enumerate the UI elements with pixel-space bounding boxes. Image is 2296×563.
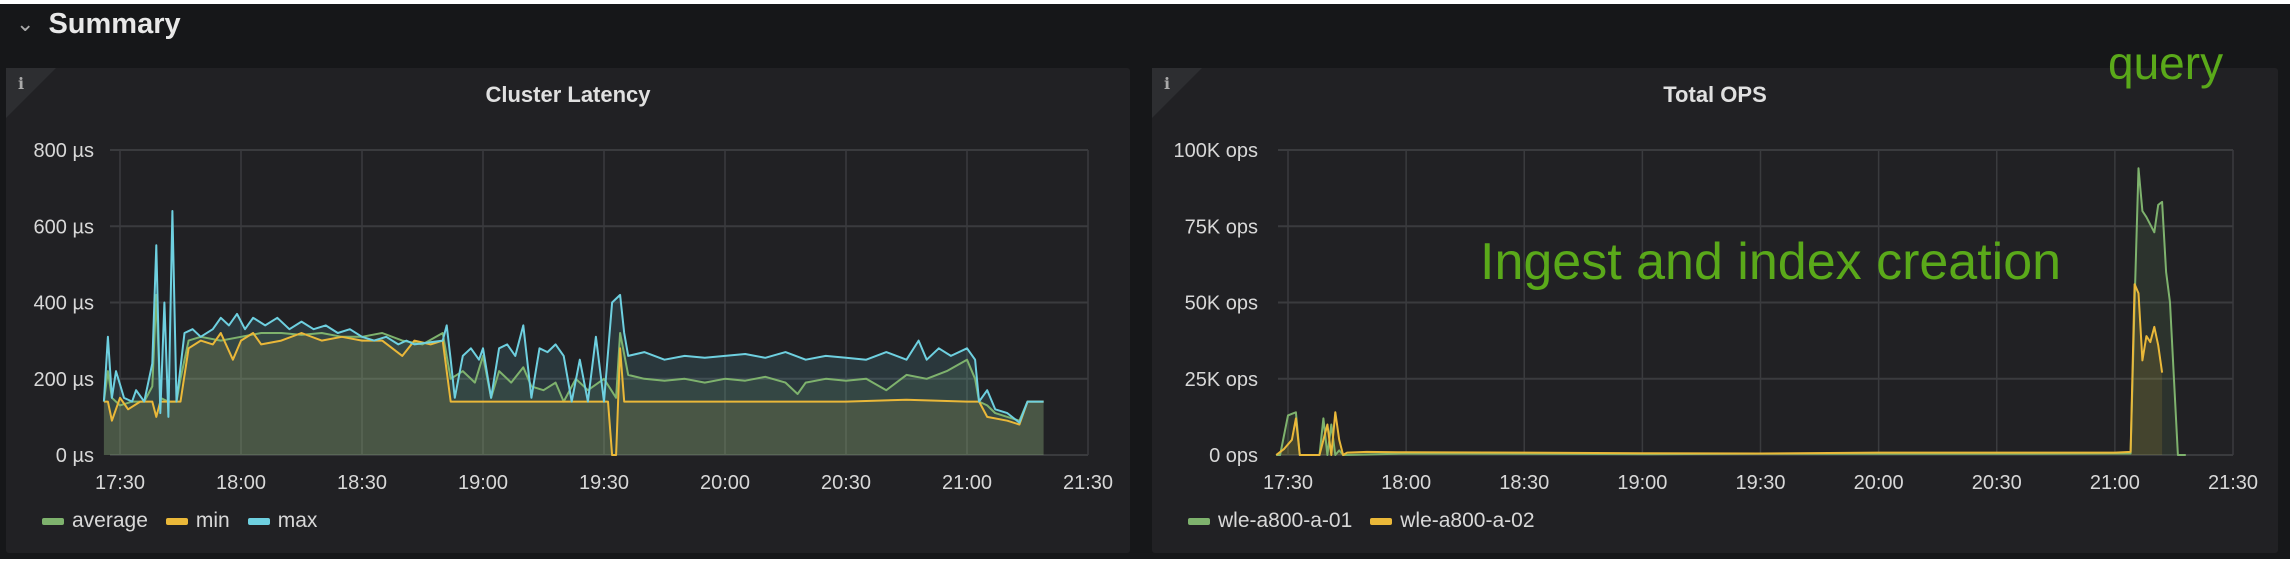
y-tick-label: 800 µs [34,140,94,162]
latency-chart: 0 µs 200 µs 400 µs 600 µs 800 µs 17:30 18:00 18… [34,140,1113,494]
x-tick-label: 18:30 [337,472,387,494]
legend-swatch [165,517,188,525]
info-icon[interactable]: i [1164,74,1171,93]
x-tick-label: 19:00 [458,472,508,494]
x-tick-label: 20:30 [821,472,871,494]
y-tick-label: 25K ops [1185,369,1258,391]
legend-label: wle-a800-a-01 [1218,509,1353,532]
panel-total-ops: i Total OPS 0 ops 25K ops 50K ops 75K ops 10… [1152,68,2278,553]
legend-swatch [1188,517,1210,525]
annotation-query: query [2108,37,2224,89]
x-tick-label: 19:30 [1735,472,1785,494]
x-tick-label: 21:00 [942,472,992,494]
series-line-max [102,210,1044,424]
x-tick-label: 21:00 [2090,472,2140,494]
y-tick-label: 200 µs [34,369,94,391]
y-tick-label: 0 ops [1209,445,1258,467]
legend-label: wle-a800-a-02 [1400,509,1535,532]
legend-label: max [277,509,318,532]
series-line-min [103,332,1044,456]
legend-swatch [1370,517,1393,525]
series-line-average [102,293,1044,422]
ops-chart: 0 ops 25K ops 50K ops 75K ops 100K ops 17:30 1… [1173,140,2258,494]
series-area-average [103,294,1044,455]
legend-item-max[interactable]: max [247,509,318,533]
x-tick-label: 18:00 [216,472,266,494]
panel-title[interactable]: Total OPS [1663,82,1767,107]
legend-swatch [42,517,64,525]
y-tick-label: 75K ops [1185,216,1258,238]
y-tick-label: 400 µs [34,293,94,315]
legend-item-min[interactable]: min [165,509,230,533]
row-title: Summary [48,7,181,40]
x-tick-label: 20:00 [700,472,750,494]
x-tick-label: 19:00 [1617,472,1667,494]
legend-swatch [247,517,270,525]
x-tick-label: 18:30 [1499,472,1549,494]
x-tick-label: 20:00 [1854,472,1904,494]
legend-item-wle-a800-a-02[interactable]: wle-a800-a-02 [1370,509,1535,533]
legend-item-average[interactable]: average [42,509,148,533]
x-tick-label: 21:30 [2208,472,2258,494]
legend-item-wle-a800-a-01[interactable]: wle-a800-a-01 [1188,509,1352,533]
panel-info-corner[interactable] [6,68,56,118]
y-tick-label: 100K ops [1173,140,1258,162]
x-tick-label: 18:00 [1381,472,1431,494]
info-icon[interactable]: i [18,74,25,93]
series-area-max [103,211,1044,455]
panel-info-corner[interactable] [1152,68,1202,118]
panel-title[interactable]: Cluster Latency [485,82,651,107]
legend-label: min [195,509,230,532]
x-tick-label: 20:30 [1972,472,2022,494]
chevron-down-icon[interactable]: ⌄ [16,11,35,36]
series-line-wle-a800-a-01 [1276,167,2186,456]
legend: average min max [42,509,317,533]
legend-label: average [72,509,148,532]
panel-cluster-latency: i Cluster Latency 0 µs 200 µs 400 µs 600 µs… [6,68,1130,553]
y-tick-label: 0 µs [56,445,94,467]
x-tick-label: 19:30 [579,472,629,494]
annotation-ingest: Ingest and index creation [1480,233,2062,291]
y-tick-label: 50K ops [1185,293,1258,315]
row-header-summary[interactable]: ⌄ Summary [16,4,181,44]
y-tick-label: 600 µs [34,216,94,238]
series-area-wle-a800-a-01 [1276,168,2186,456]
x-tick-label: 17:30 [1263,472,1313,494]
x-tick-label: 21:30 [1063,472,1113,494]
series-line-wle-a800-a-02 [1275,283,2164,456]
series-area-min [103,333,1044,455]
series-area-wle-a800-a-02 [1276,284,2163,455]
legend: wle-a800-a-01 wle-a800-a-02 [1188,509,1535,533]
x-tick-label: 17:30 [95,472,145,494]
